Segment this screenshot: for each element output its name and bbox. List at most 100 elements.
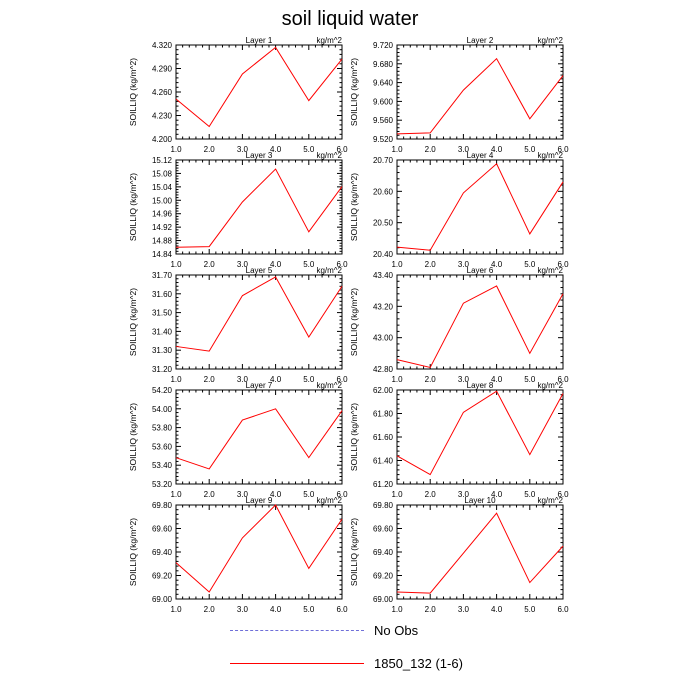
x-tick-label: 5.0	[303, 605, 315, 614]
y-tick-label: 69.60	[152, 525, 173, 534]
y-tick-label: 4.290	[152, 65, 173, 74]
x-tick-label: 6.0	[557, 375, 569, 384]
x-tick-label: 1.0	[170, 490, 182, 499]
x-tick-label: 1.0	[170, 605, 182, 614]
y-tick-label: 53.60	[152, 442, 173, 451]
y-tick-label: 9.600	[373, 97, 394, 106]
plot-frame	[396, 504, 564, 600]
x-tick-label: 1.0	[391, 375, 403, 384]
panel-title: Layer 2	[467, 36, 494, 45]
series-line	[175, 408, 343, 470]
panel-units: kg/m^2	[316, 151, 342, 160]
y-axis-label: SOILLIQ (kg/m^2)	[128, 58, 138, 126]
x-tick-label: 4.0	[270, 490, 282, 499]
x-tick-label: 2.0	[425, 490, 437, 499]
y-tick-label: 15.08	[152, 169, 173, 178]
x-tick-label: 1.0	[391, 490, 403, 499]
x-tick-label: 3.0	[237, 605, 249, 614]
y-tick-label: 20.70	[373, 156, 394, 165]
x-tick-label: 4.0	[270, 605, 282, 614]
series-line	[175, 168, 343, 248]
panel-units: kg/m^2	[316, 266, 342, 275]
x-tick-label: 5.0	[303, 145, 315, 154]
y-tick-label: 31.70	[152, 271, 173, 280]
x-tick-label: 3.0	[458, 145, 470, 154]
x-tick-label: 4.0	[270, 375, 282, 384]
y-tick-label: 14.92	[152, 223, 173, 232]
chart-panel-8: 1.0 2.0 3.0 4.0 5.0 6.0 61.20 61.40 61.60 61.80 62…	[349, 381, 569, 499]
y-tick-label: 69.60	[373, 525, 394, 534]
series-line	[396, 512, 564, 594]
series-line	[396, 162, 564, 251]
chart-panel-4: 1.0 2.0 3.0 4.0 5.0 6.0 20.40 20.50 20.60 20.70 La…	[349, 151, 569, 269]
y-axis-label: SOILLIQ (kg/m^2)	[349, 58, 359, 126]
y-tick-label: 69.00	[373, 595, 394, 604]
y-tick-label: 53.20	[152, 480, 173, 489]
y-axis-label: SOILLIQ (kg/m^2)	[128, 518, 138, 586]
chart-panel-5: 1.0 2.0 3.0 4.0 5.0 6.0 31.20 31.30 31.40 31.50 31…	[128, 266, 348, 384]
x-tick-label: 3.0	[237, 375, 249, 384]
legend-solid-line-swatch	[230, 662, 364, 664]
figure-title: soil liquid water	[281, 8, 419, 30]
x-tick-label: 1.0	[170, 260, 182, 269]
legend-entry-obs: No Obs	[230, 622, 418, 638]
x-tick-label: 6.0	[336, 375, 348, 384]
chart-panel-10: 1.0 2.0 3.0 4.0 5.0 6.0 69.00 69.20 69.40 69.60 69…	[349, 496, 569, 614]
y-tick-label: 14.84	[152, 250, 173, 259]
y-axis-label: SOILLIQ (kg/m^2)	[128, 403, 138, 471]
x-tick-label: 2.0	[425, 260, 437, 269]
plot-frame	[175, 159, 343, 255]
x-tick-label: 1.0	[170, 375, 182, 384]
y-tick-label: 42.80	[373, 365, 394, 374]
panel-title: Layer 5	[246, 266, 273, 275]
x-tick-label: 3.0	[458, 490, 470, 499]
x-tick-label: 5.0	[303, 490, 315, 499]
series-line	[396, 390, 564, 476]
y-axis-label: SOILLIQ (kg/m^2)	[349, 518, 359, 586]
panel-units: kg/m^2	[537, 496, 563, 505]
x-tick-label: 2.0	[204, 145, 216, 154]
x-tick-label: 4.0	[491, 260, 503, 269]
x-tick-label: 1.0	[391, 145, 403, 154]
y-tick-label: 54.20	[152, 386, 173, 395]
x-tick-label: 4.0	[491, 490, 503, 499]
plot-frame	[175, 274, 343, 370]
chart-panel-9: 1.0 2.0 3.0 4.0 5.0 6.0 69.00 69.20 69.40 69.60 69…	[128, 496, 348, 614]
x-tick-label: 2.0	[204, 260, 216, 269]
series-line	[396, 57, 564, 135]
panel-units: kg/m^2	[316, 496, 342, 505]
y-tick-label: 15.12	[152, 156, 173, 165]
x-tick-label: 2.0	[204, 375, 216, 384]
y-tick-label: 9.520	[373, 135, 394, 144]
series-line	[175, 46, 343, 128]
y-axis-label: SOILLIQ (kg/m^2)	[349, 288, 359, 356]
panel-title: Layer 7	[246, 381, 273, 390]
x-tick-label: 6.0	[557, 145, 569, 154]
x-tick-label: 4.0	[491, 145, 503, 154]
chart-panel-1: 1.0 2.0 3.0 4.0 5.0 6.0 4.200 4.230 4.260 4.290 4.…	[128, 36, 348, 154]
x-tick-label: 6.0	[557, 490, 569, 499]
legend-label-model: 1850_132 (1-6)	[374, 655, 463, 671]
y-tick-label: 53.40	[152, 461, 173, 470]
x-tick-label: 5.0	[524, 490, 536, 499]
x-tick-label: 3.0	[458, 260, 470, 269]
x-tick-label: 3.0	[458, 605, 470, 614]
panel-units: kg/m^2	[537, 381, 563, 390]
y-tick-label: 69.00	[152, 595, 173, 604]
y-tick-label: 61.80	[373, 410, 394, 419]
y-tick-label: 61.40	[373, 457, 394, 466]
chart-panel-7: 1.0 2.0 3.0 4.0 5.0 6.0 53.20 53.40 53.60 53.80 54…	[128, 381, 348, 499]
x-tick-label: 3.0	[458, 375, 470, 384]
x-tick-label: 6.0	[557, 605, 569, 614]
x-tick-label: 3.0	[237, 145, 249, 154]
x-tick-label: 1.0	[391, 260, 403, 269]
panel-units: kg/m^2	[316, 381, 342, 390]
y-tick-label: 31.30	[152, 346, 173, 355]
y-tick-label: 61.60	[373, 433, 394, 442]
y-tick-label: 15.04	[152, 183, 173, 192]
y-tick-label: 69.40	[152, 548, 173, 557]
plot-frame	[396, 44, 564, 140]
x-tick-label: 5.0	[524, 605, 536, 614]
x-tick-label: 5.0	[524, 260, 536, 269]
y-tick-label: 43.00	[373, 334, 394, 343]
